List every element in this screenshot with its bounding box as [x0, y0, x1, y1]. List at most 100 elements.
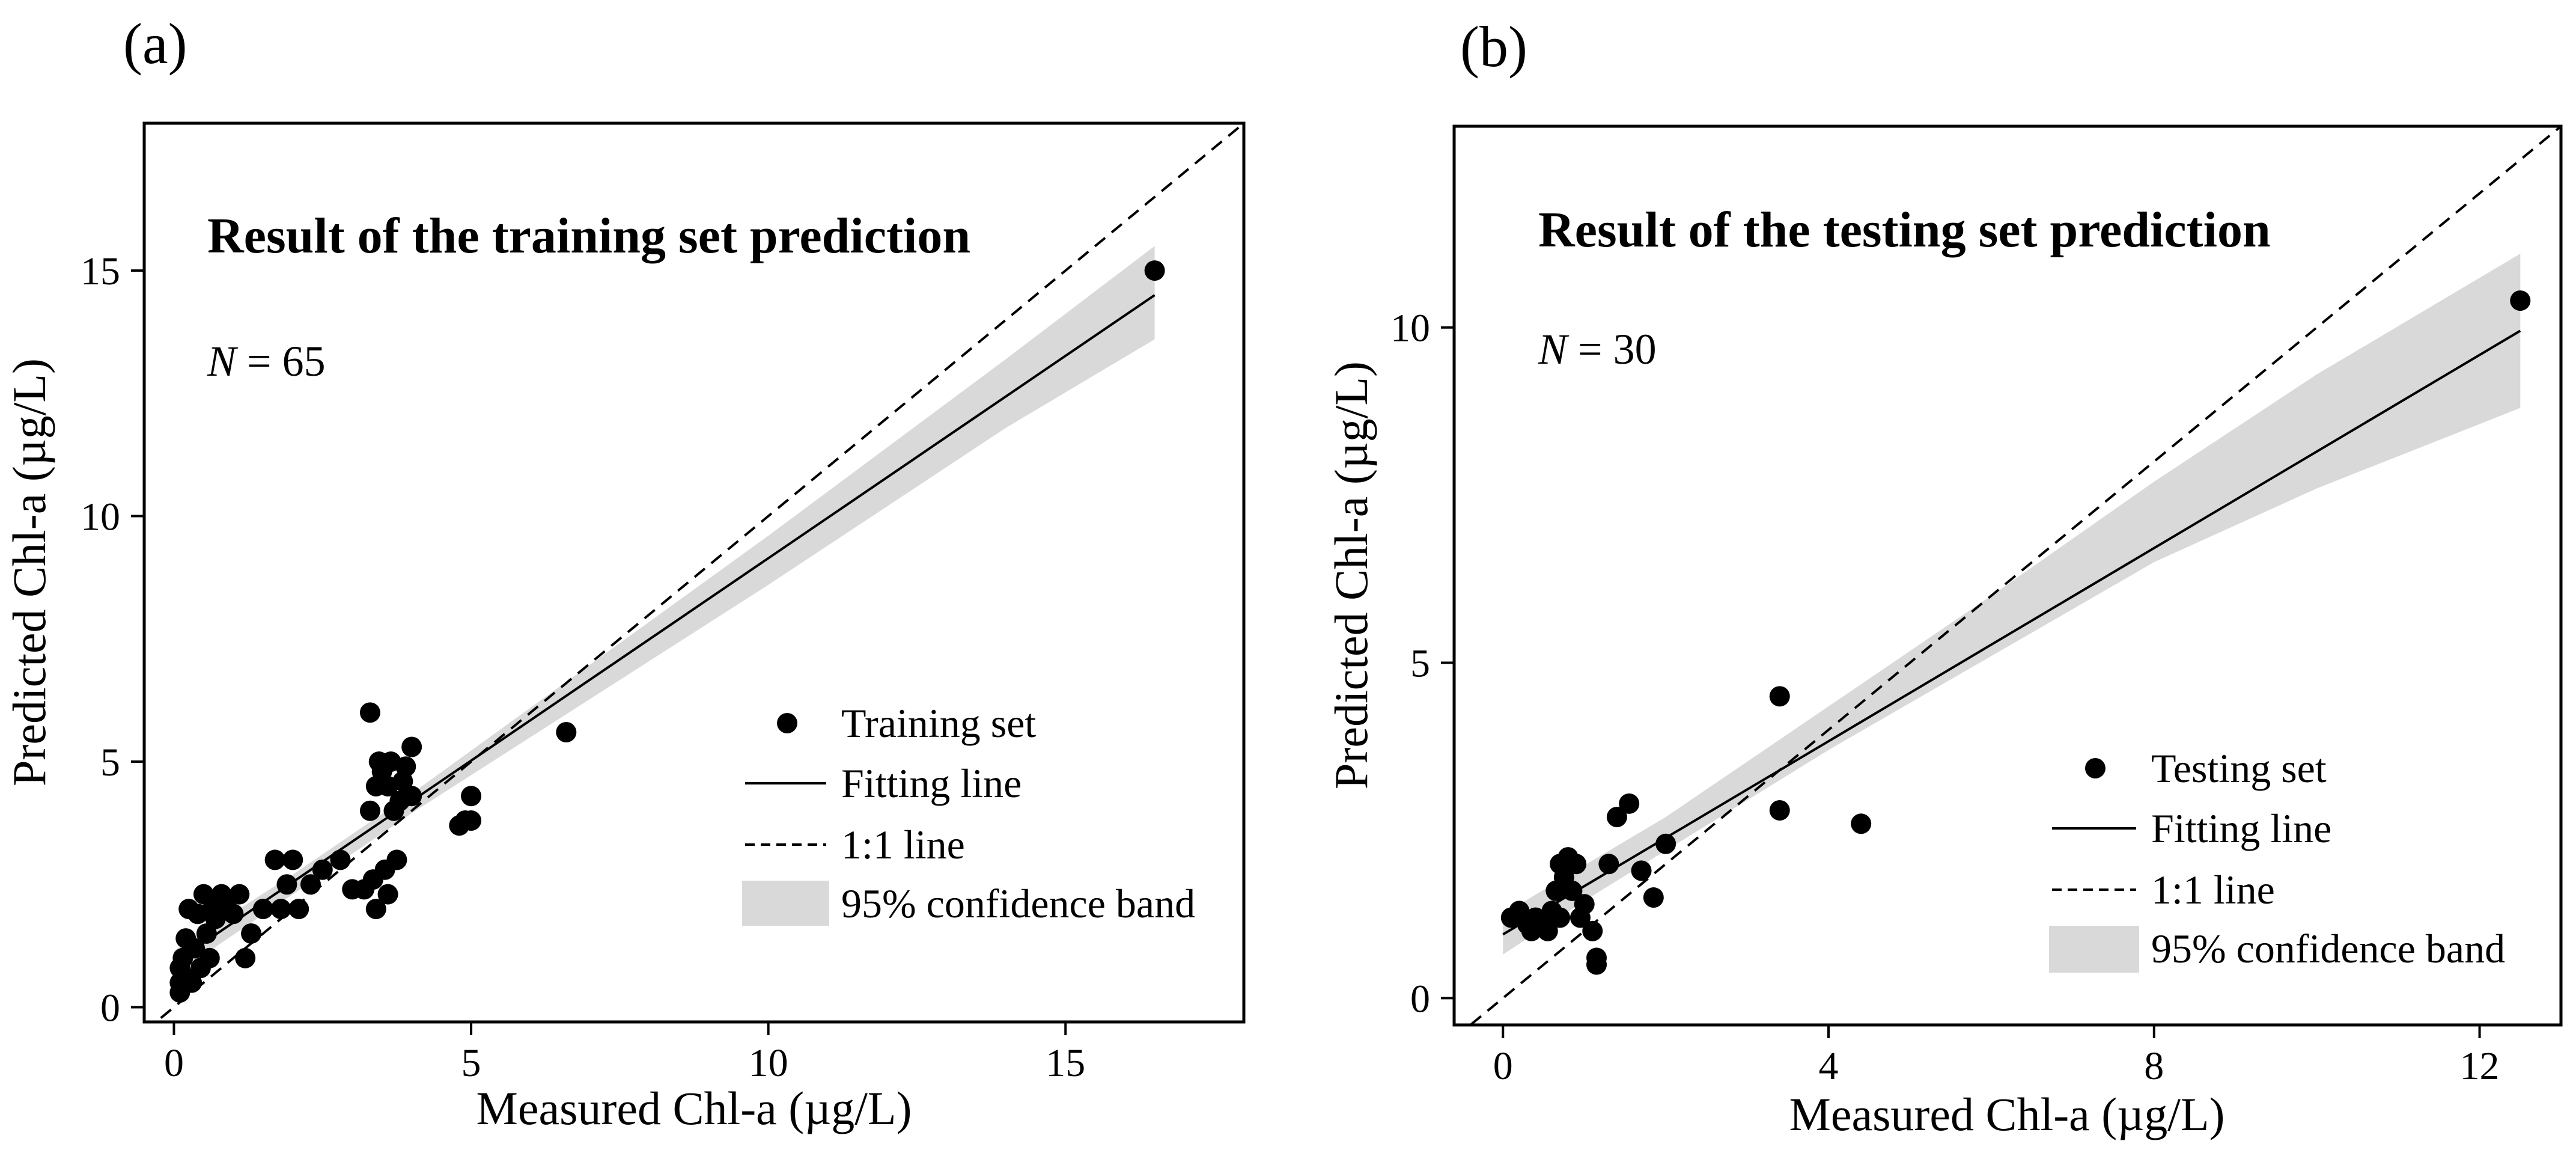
data-point: [386, 849, 407, 870]
data-point: [1566, 854, 1587, 875]
data-point: [241, 923, 262, 944]
data-point: [359, 800, 380, 821]
data-point: [1144, 260, 1165, 281]
data-point: [270, 899, 291, 920]
y-tick-label: 5: [100, 741, 120, 784]
x-tick-label: 4: [1819, 1044, 1839, 1088]
data-point: [1586, 947, 1607, 968]
data-point: [461, 786, 482, 807]
n-value-a: = 65: [236, 337, 326, 385]
x-tick-label: 5: [461, 1041, 481, 1085]
x-tick-label: 8: [2144, 1044, 2164, 1088]
legend-one-to-one-label-b: 1:1 line: [2151, 867, 2275, 913]
data-point: [1598, 854, 1619, 875]
data-point: [1631, 860, 1652, 881]
data-point: [556, 722, 577, 743]
legend-a: Training set Fitting line 1:1 line 95% c…: [742, 700, 1195, 926]
n-label-a: N = 65: [207, 337, 326, 385]
legend-fit-label-b: Fitting line: [2151, 806, 2331, 851]
plot-area-b: [1468, 126, 2561, 1025]
points-a: [169, 260, 1165, 1003]
data-point: [1537, 920, 1558, 941]
plot-area-a: [154, 123, 1244, 1022]
data-point: [1574, 894, 1595, 915]
legend-band-marker-a: [742, 881, 829, 926]
chart-title-b: Result of the testing set prediction: [1538, 202, 2271, 258]
y-tick-label: 5: [1410, 642, 1430, 686]
panel-label-a: (a): [123, 11, 187, 76]
legend-b: Testing set Fitting line 1:1 line 95% co…: [2049, 745, 2505, 973]
n-symbol-b: N: [1538, 325, 1570, 373]
data-point: [181, 972, 202, 993]
x-axis-title-a: Measured Chl-a (µg/L): [476, 1082, 912, 1134]
one-to-one-line: [1468, 126, 2561, 1025]
chart-title-a: Result of the training set prediction: [207, 208, 970, 264]
data-point: [184, 938, 206, 959]
data-point: [199, 947, 220, 968]
data-point: [377, 884, 398, 905]
n-value-b: = 30: [1567, 325, 1657, 373]
data-point: [2510, 290, 2531, 311]
axes-b: 0 4 8 12 0 5 10: [1390, 307, 2500, 1088]
y-axis-title-a: Predicted Chl-a (µg/L): [3, 358, 55, 786]
lines-b: [1468, 126, 2561, 1025]
data-point: [252, 899, 273, 920]
plot-frame-b: [1452, 124, 2563, 1027]
panel-label-b: (b): [1460, 14, 1527, 79]
legend-point-marker-a: [777, 713, 797, 733]
data-point: [312, 859, 333, 880]
x-tick-label: 0: [1493, 1044, 1513, 1088]
data-point: [1619, 793, 1640, 814]
confidence-band-area: [1503, 253, 2521, 955]
data-point: [365, 899, 386, 920]
y-tick-label: 0: [1410, 977, 1430, 1021]
x-tick-label: 10: [749, 1041, 788, 1085]
data-point: [461, 810, 482, 831]
legend-band-label-b: 95% confidence band: [2151, 926, 2505, 971]
data-point: [229, 884, 250, 905]
data-point: [288, 899, 309, 920]
legend-band-label-a: 95% confidence band: [841, 881, 1195, 926]
data-point: [282, 849, 303, 870]
n-label-b: N = 30: [1538, 325, 1657, 373]
data-point: [1655, 833, 1676, 854]
data-point: [300, 874, 321, 895]
data-point: [401, 786, 422, 807]
legend-points-label-a: Training set: [841, 700, 1036, 746]
x-tick-label: 0: [164, 1041, 184, 1085]
fitting-line: [1502, 329, 2521, 936]
panel-b: (b) 0 4 8 12 0 5 10 Result of the testing set …: [1325, 14, 2563, 1140]
data-point: [1606, 807, 1627, 828]
y-tick-label: 15: [81, 249, 120, 293]
panel-a: (a) 0 5 10 15 0 5 10 15 Result of the training …: [3, 11, 1246, 1134]
data-point: [1769, 686, 1790, 707]
data-point: [235, 947, 256, 968]
data-point: [193, 884, 214, 905]
legend-point-marker-b: [2085, 758, 2106, 778]
y-tick-label: 0: [100, 986, 120, 1030]
x-tick-label: 15: [1046, 1041, 1085, 1085]
x-tick-label: 12: [2460, 1044, 2500, 1088]
legend-points-label-b: Testing set: [2151, 745, 2327, 791]
data-point: [1851, 813, 1872, 834]
data-point: [264, 849, 285, 870]
data-point: [395, 756, 416, 777]
data-point: [1562, 880, 1583, 901]
data-point: [223, 904, 244, 925]
data-point: [196, 923, 217, 944]
legend-fit-label-a: Fitting line: [841, 760, 1022, 806]
x-axis-title-b: Measured Chl-a (µg/L): [1789, 1088, 2224, 1140]
y-tick-label: 10: [1390, 307, 1430, 350]
plot-frame-a: [142, 121, 1246, 1024]
confidence-band-b: [1503, 253, 2521, 955]
data-point: [1550, 907, 1571, 928]
y-tick-label: 10: [81, 495, 120, 539]
y-axis-title-b: Predicted Chl-a (µg/L): [1325, 361, 1377, 789]
data-point: [276, 874, 297, 895]
data-point: [330, 849, 351, 870]
data-point: [1582, 920, 1603, 941]
legend-one-to-one-label-a: 1:1 line: [841, 822, 965, 867]
data-point: [1769, 800, 1790, 821]
data-point: [401, 736, 422, 757]
points-b: [1500, 290, 2531, 975]
